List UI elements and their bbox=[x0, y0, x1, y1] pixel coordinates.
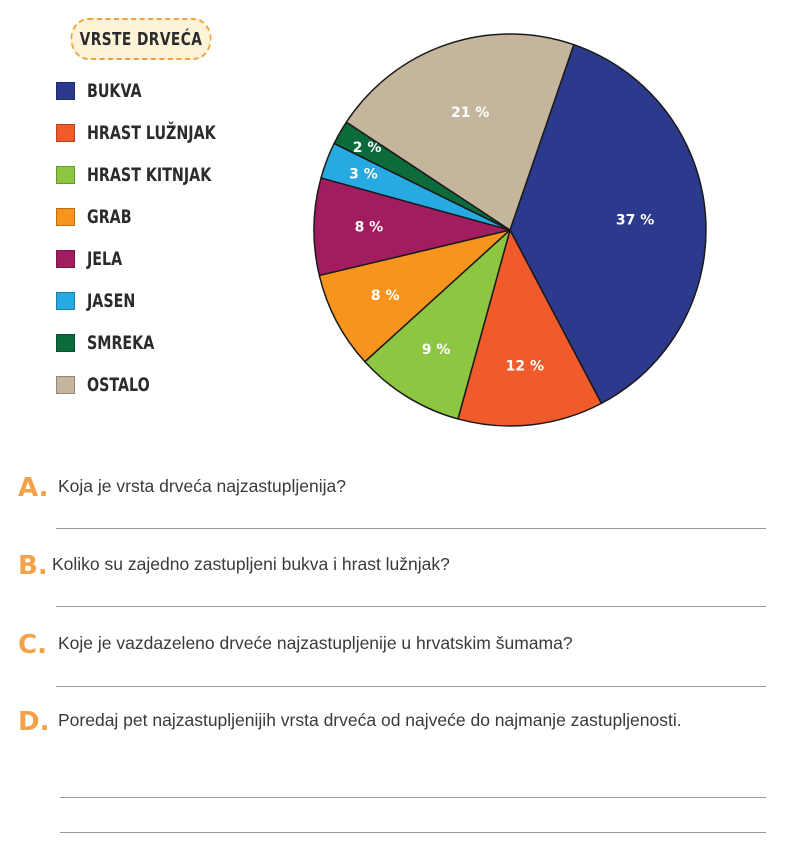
legend-label: OSTALO bbox=[87, 374, 150, 396]
question-letter: D. bbox=[18, 707, 50, 737]
question-a: A. Koja je vrsta drveća najzastupljenija… bbox=[18, 473, 346, 503]
slice-value-label: 9 % bbox=[422, 342, 451, 358]
legend-swatch bbox=[56, 82, 75, 100]
legend-item-jela: JELA bbox=[56, 246, 134, 272]
pie-chart: 37 % 12 % 9 % 8 % 8 % 3 % 2 % 21 % bbox=[313, 33, 707, 427]
legend-label: HRAST KITNJAK bbox=[87, 164, 212, 186]
legend-title: VRSTE DRVEĆA bbox=[70, 18, 212, 60]
legend-label: GRAB bbox=[87, 206, 132, 228]
legend-label: HRAST LUŽNJAK bbox=[87, 122, 216, 144]
legend-swatch bbox=[56, 208, 75, 226]
pie-slice-hrast-kitnjak bbox=[364, 229, 511, 420]
answer-line[interactable] bbox=[56, 528, 766, 529]
question-text: Poredaj pet najzastupljenijih vrsta drve… bbox=[58, 710, 682, 730]
legend-swatch bbox=[56, 334, 75, 352]
legend-swatch bbox=[56, 250, 75, 268]
slice-value-label: 37 % bbox=[616, 212, 654, 228]
question-letter: C. bbox=[18, 630, 47, 660]
answer-line[interactable] bbox=[56, 686, 766, 687]
legend-item-grab: GRAB bbox=[56, 204, 146, 230]
slice-value-label: 8 % bbox=[355, 220, 384, 236]
answer-line[interactable] bbox=[56, 606, 766, 607]
legend-swatch bbox=[56, 376, 75, 394]
legend-swatch bbox=[56, 292, 75, 310]
legend-swatch bbox=[56, 124, 75, 142]
slice-value-label: 8 % bbox=[371, 288, 400, 304]
question-d: D. Poredaj pet najzastupljenijih vrsta d… bbox=[18, 707, 718, 737]
question-letter: B. bbox=[18, 551, 48, 581]
legend-label: BUKVA bbox=[87, 80, 142, 102]
question-text: Koja je vrsta drveća najzastupljenija? bbox=[58, 476, 346, 496]
legend-item-jasen: JASEN bbox=[56, 288, 151, 314]
pie-slice-grab bbox=[318, 229, 511, 363]
slice-value-label: 12 % bbox=[506, 358, 544, 374]
question-c: C. Koje je vazdazeleno drveće najzastupl… bbox=[18, 630, 573, 660]
slice-value-label: 3 % bbox=[349, 166, 378, 182]
legend-item-bukva: BUKVA bbox=[56, 78, 160, 104]
question-text: Koje je vazdazeleno drveće najzastupljen… bbox=[58, 633, 573, 653]
legend-item-hrast-kitnjak: HRAST KITNJAK bbox=[56, 162, 253, 188]
legend-item-smreka: SMREKA bbox=[56, 330, 177, 356]
slice-value-label: 2 % bbox=[353, 140, 382, 156]
legend-swatch bbox=[56, 166, 75, 184]
slice-value-label: 21 % bbox=[451, 105, 489, 121]
pie-slice-hrast-lužnjak bbox=[457, 229, 603, 427]
question-letter: A. bbox=[18, 473, 49, 503]
legend-item-ostalo: OSTALO bbox=[56, 372, 171, 398]
pie-slice-jela bbox=[313, 177, 511, 277]
legend-label: JELA bbox=[87, 248, 123, 270]
legend-label: JASEN bbox=[87, 290, 136, 312]
question-b: B. Koliko su zajedno zastupljeni bukva i… bbox=[18, 551, 450, 581]
legend-item-hrast-luznjak: HRAST LUŽNJAK bbox=[56, 120, 259, 146]
answer-line[interactable] bbox=[60, 797, 766, 798]
legend-label: SMREKA bbox=[87, 332, 155, 354]
pie-slice-bukva bbox=[509, 43, 707, 405]
answer-line[interactable] bbox=[60, 832, 766, 833]
question-text: Koliko su zajedno zastupljeni bukva i hr… bbox=[52, 554, 450, 574]
pie-slice-ostalo bbox=[345, 33, 575, 231]
